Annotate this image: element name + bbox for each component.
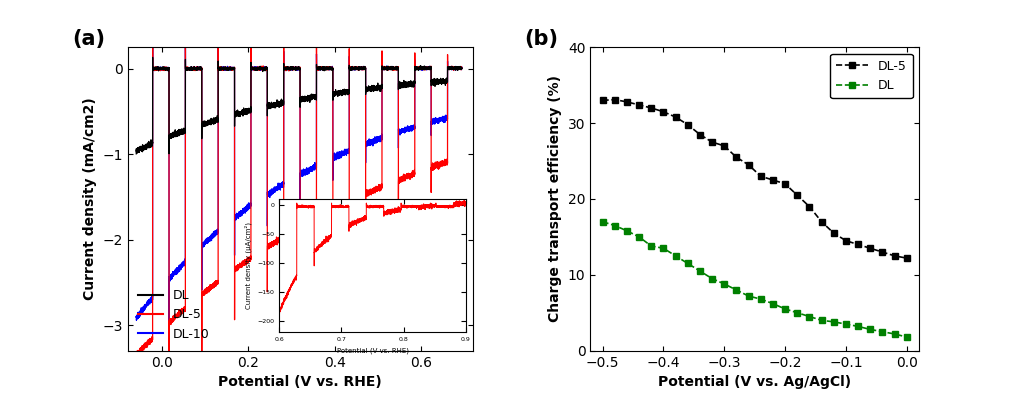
DL bbox=[888, 332, 901, 336]
Text: (a): (a) bbox=[72, 29, 105, 49]
DL bbox=[767, 301, 779, 306]
DL-5 bbox=[621, 100, 633, 104]
Legend: DL, DL-5, DL-10: DL, DL-5, DL-10 bbox=[134, 285, 213, 344]
DL-5 bbox=[779, 181, 791, 186]
DL-5 bbox=[864, 246, 876, 251]
DL bbox=[621, 229, 633, 233]
DL-5 bbox=[816, 219, 828, 224]
DL bbox=[730, 288, 742, 292]
DL-5 bbox=[888, 253, 901, 258]
DL bbox=[804, 314, 816, 319]
DL-5 bbox=[645, 106, 658, 110]
DL-5 bbox=[706, 140, 718, 145]
DL bbox=[670, 253, 682, 258]
DL-5 bbox=[694, 132, 707, 137]
Y-axis label: Current density (mA/cm2): Current density (mA/cm2) bbox=[83, 98, 97, 300]
DL bbox=[633, 234, 645, 239]
DL-5 bbox=[791, 193, 804, 197]
DL-5 bbox=[840, 238, 853, 243]
Line: DL-5: DL-5 bbox=[599, 96, 910, 262]
DL bbox=[718, 282, 730, 286]
DL-5 bbox=[718, 143, 730, 148]
DL bbox=[864, 327, 876, 332]
DL-5 bbox=[767, 178, 779, 182]
DL bbox=[840, 322, 853, 327]
DL bbox=[694, 269, 707, 273]
DL bbox=[645, 243, 658, 248]
Y-axis label: Charge transport efficiency (%): Charge transport efficiency (%) bbox=[548, 76, 563, 322]
DL bbox=[791, 310, 804, 315]
DL bbox=[755, 297, 767, 301]
Line: DL: DL bbox=[599, 218, 910, 340]
DL-5 bbox=[742, 162, 755, 167]
DL-5 bbox=[596, 98, 609, 103]
DL bbox=[852, 324, 864, 329]
DL bbox=[828, 320, 840, 324]
DL-5 bbox=[730, 155, 742, 160]
DL bbox=[682, 261, 694, 266]
DL-5 bbox=[670, 115, 682, 119]
DL bbox=[658, 246, 670, 251]
DL bbox=[609, 223, 621, 228]
DL-5 bbox=[876, 250, 888, 255]
DL-5 bbox=[658, 110, 670, 114]
DL bbox=[876, 329, 888, 334]
DL bbox=[596, 219, 609, 224]
DL-5 bbox=[828, 231, 840, 236]
DL-5 bbox=[755, 174, 767, 178]
X-axis label: Potential (V vs. Ag/AgCl): Potential (V vs. Ag/AgCl) bbox=[659, 375, 852, 389]
DL bbox=[816, 318, 828, 323]
DL-5 bbox=[852, 242, 864, 247]
X-axis label: Potential (V vs. RHE): Potential (V vs. RHE) bbox=[218, 375, 382, 389]
DL-5 bbox=[609, 97, 621, 102]
DL bbox=[706, 276, 718, 281]
DL-5 bbox=[633, 102, 645, 107]
DL bbox=[901, 335, 913, 339]
Legend: DL-5, DL: DL-5, DL bbox=[830, 54, 913, 98]
DL bbox=[742, 294, 755, 298]
DL-5 bbox=[804, 204, 816, 209]
DL-5 bbox=[682, 122, 694, 127]
DL bbox=[779, 307, 791, 311]
DL-5 bbox=[901, 256, 913, 260]
Text: (b): (b) bbox=[525, 29, 558, 49]
